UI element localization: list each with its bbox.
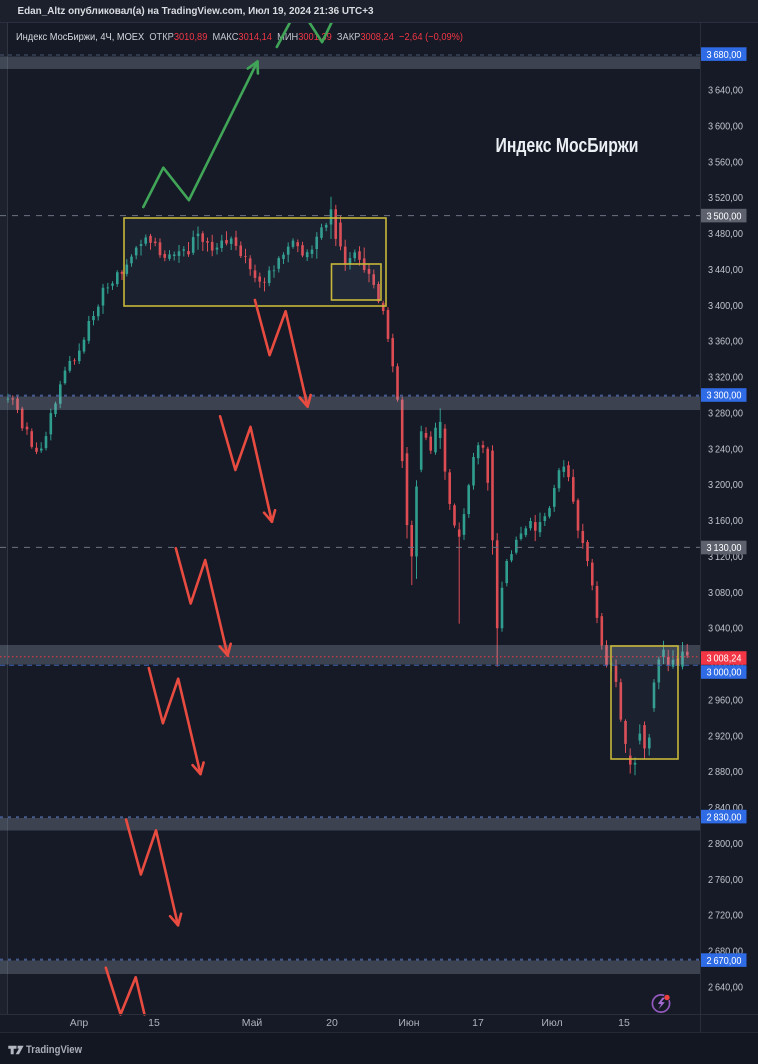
svg-text:3 240,00: 3 240,00 [708,443,743,455]
svg-text:2 670,00: 2 670,00 [707,955,742,967]
svg-text:17: 17 [472,1017,484,1029]
svg-text:3 520,00: 3 520,00 [708,192,743,204]
svg-text:3 440,00: 3 440,00 [708,264,743,276]
svg-text:3 000,00: 3 000,00 [707,667,742,679]
svg-text:2 800,00: 2 800,00 [708,838,743,850]
svg-text:3 130,00: 3 130,00 [707,542,742,554]
svg-text:2 960,00: 2 960,00 [708,695,743,707]
svg-text:2 720,00: 2 720,00 [708,910,743,922]
svg-text:Индекс МосБиржи, 4Ч, MOEX ОТК: Индекс МосБиржи, 4Ч, MOEX ОТКР3010,89 МА… [16,31,463,43]
svg-text:3 640,00: 3 640,00 [708,85,743,97]
svg-text:2 830,00: 2 830,00 [707,811,742,823]
svg-text:3 320,00: 3 320,00 [708,372,743,384]
svg-text:2 760,00: 2 760,00 [708,874,743,886]
svg-text:3 280,00: 3 280,00 [708,407,743,419]
svg-text:3 040,00: 3 040,00 [708,623,743,635]
svg-text:15: 15 [148,1017,160,1029]
svg-text:3 200,00: 3 200,00 [708,479,743,491]
svg-text:3 500,00: 3 500,00 [707,210,742,222]
svg-text:TradingView: TradingView [26,1044,82,1056]
svg-text:Июл: Июл [541,1017,562,1029]
svg-text:3 300,00: 3 300,00 [707,390,742,402]
svg-text:3 360,00: 3 360,00 [708,336,743,348]
svg-text:3 160,00: 3 160,00 [708,515,743,527]
svg-text:Edan_Altz опубликовал(а) на Tr: Edan_Altz опубликовал(а) на TradingView.… [18,5,374,17]
svg-text:Апр: Апр [70,1017,89,1029]
svg-text:3 600,00: 3 600,00 [708,120,743,132]
svg-text:3 008,24: 3 008,24 [707,653,742,665]
svg-text:15: 15 [618,1017,630,1029]
svg-text:3 400,00: 3 400,00 [708,300,743,312]
svg-text:2 880,00: 2 880,00 [708,766,743,778]
svg-text:3 480,00: 3 480,00 [708,228,743,240]
svg-text:3 680,00: 3 680,00 [707,49,742,61]
svg-text:Май: Май [242,1017,263,1029]
svg-text:Июн: Июн [398,1017,419,1029]
svg-text:20: 20 [326,1017,338,1029]
svg-text:3 560,00: 3 560,00 [708,156,743,168]
svg-text:3 080,00: 3 080,00 [708,587,743,599]
svg-text:2 920,00: 2 920,00 [708,730,743,742]
svg-text:Индекс МосБиржи: Индекс МосБиржи [496,135,639,157]
svg-text:2 640,00: 2 640,00 [708,982,743,994]
